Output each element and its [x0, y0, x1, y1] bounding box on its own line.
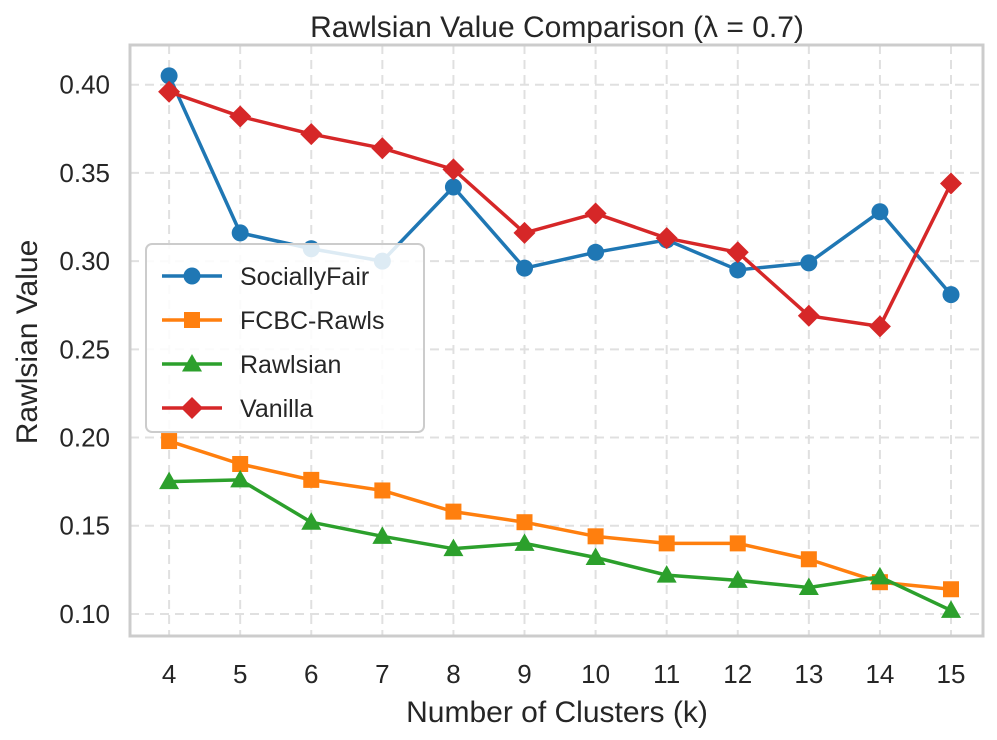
data-point-vanilla	[300, 123, 323, 146]
data-point-vanilla	[513, 221, 536, 244]
data-point-sociallyfair	[444, 178, 462, 196]
x-tick-label: 14	[865, 659, 894, 689]
x-axis-label: Number of Clusters (k)	[406, 696, 708, 729]
y-tick-label: 0.10	[59, 599, 110, 629]
legend-box	[145, 243, 425, 433]
y-tick-label: 0.30	[59, 246, 110, 276]
x-tick-label: 7	[375, 659, 389, 689]
x-tick-label: 12	[723, 659, 752, 689]
data-point-sociallyfair	[160, 67, 178, 85]
data-point-fcbc-rawls	[445, 503, 462, 520]
data-point-vanilla	[229, 105, 252, 128]
plot-frame	[128, 43, 985, 638]
y-axis-label: Rawlsian Value	[11, 240, 44, 445]
x-tick-label: 9	[517, 659, 531, 689]
x-tick-label: 15	[937, 659, 966, 689]
data-point-fcbc-rawls	[516, 514, 533, 531]
data-point-fcbc-rawls	[729, 535, 746, 552]
data-point-fcbc-rawls	[161, 433, 178, 450]
data-point-fcbc-rawls	[800, 551, 817, 568]
data-point-rawlsian	[301, 512, 322, 530]
y-tick-label: 0.35	[59, 158, 110, 188]
x-tick-label: 11	[653, 659, 680, 689]
legend-label-rawlsian: Rawlsian	[240, 351, 341, 379]
data-point-sociallyfair	[942, 286, 960, 304]
data-point-vanilla	[442, 158, 465, 181]
series-layer	[158, 67, 963, 618]
data-point-rawlsian	[514, 533, 535, 551]
chart-title: Rawlsian Value Comparison (λ = 0.7)	[310, 11, 804, 44]
data-point-fcbc-rawls	[232, 455, 249, 472]
legend-label-fcbc-rawls: FCBC-Rawls	[240, 307, 384, 335]
legend-label-vanilla: Vanilla	[240, 395, 313, 423]
data-point-rawlsian	[230, 469, 251, 488]
data-point-vanilla	[655, 227, 678, 250]
data-point-sociallyfair	[871, 203, 889, 221]
y-tick-label: 0.25	[59, 334, 110, 364]
data-point-vanilla	[584, 202, 607, 225]
x-tick-label: 13	[794, 659, 823, 689]
data-point-rawlsian	[443, 538, 464, 557]
data-point-fcbc-rawls	[943, 581, 960, 598]
series-line-rawlsian	[167, 478, 953, 613]
data-point-rawlsian	[585, 547, 606, 565]
series-rawlsian	[159, 469, 962, 618]
data-point-sociallyfair	[231, 224, 249, 242]
data-point-fcbc-rawls	[658, 535, 675, 552]
data-point-vanilla	[726, 241, 749, 264]
data-point-vanilla	[158, 80, 181, 103]
data-point-vanilla	[940, 172, 963, 195]
data-point-fcbc-rawls	[587, 528, 604, 545]
data-point-rawlsian	[372, 526, 393, 544]
y-tick-label: 0.40	[59, 70, 110, 100]
y-tick-label: 0.15	[59, 511, 110, 541]
x-tick-label: 4	[162, 659, 176, 689]
series-vanilla	[158, 80, 963, 338]
data-point-rawlsian	[727, 570, 748, 588]
data-point-vanilla	[868, 315, 891, 338]
y-tick-label: 0.20	[59, 423, 110, 453]
series-fcbc-rawls	[161, 433, 960, 598]
data-point-sociallyfair	[800, 254, 818, 272]
ticks: 4 5 6 7 8 9 10 11 12 13 14 15 0.10 0.15 0.20 0.25 0.30 0.…	[59, 70, 965, 689]
data-point-rawlsian	[869, 566, 890, 585]
data-point-fcbc-rawls	[303, 471, 320, 488]
series-line-vanilla	[167, 90, 953, 329]
x-tick-label: 8	[446, 659, 460, 689]
data-point-rawlsian	[159, 471, 180, 490]
data-point-sociallyfair	[516, 259, 534, 277]
x-tick-label: 6	[304, 659, 318, 689]
legend-marker-sociallyfair	[183, 267, 201, 285]
data-point-sociallyfair	[587, 243, 605, 261]
legend-label-sociallyfair: SociallyFair	[240, 263, 369, 291]
series-line-fcbc-rawls	[167, 439, 953, 591]
data-point-rawlsian	[798, 577, 819, 595]
data-point-fcbc-rawls	[374, 482, 391, 499]
data-point-vanilla	[797, 304, 820, 327]
data-point-vanilla	[371, 137, 394, 160]
x-tick-label: 10	[581, 659, 610, 689]
data-point-rawlsian	[941, 600, 962, 618]
legend-marker-fcbc-rawls	[184, 312, 200, 328]
data-point-rawlsian	[656, 565, 677, 583]
data-point-sociallyfair	[729, 261, 747, 279]
legend-marker-rawlsian	[182, 354, 202, 372]
x-tick-label: 5	[233, 659, 247, 689]
legend-marker-vanilla	[181, 397, 203, 419]
legend: SociallyFair FCBC-Rawls Rawlsian Vanilla	[145, 243, 425, 433]
